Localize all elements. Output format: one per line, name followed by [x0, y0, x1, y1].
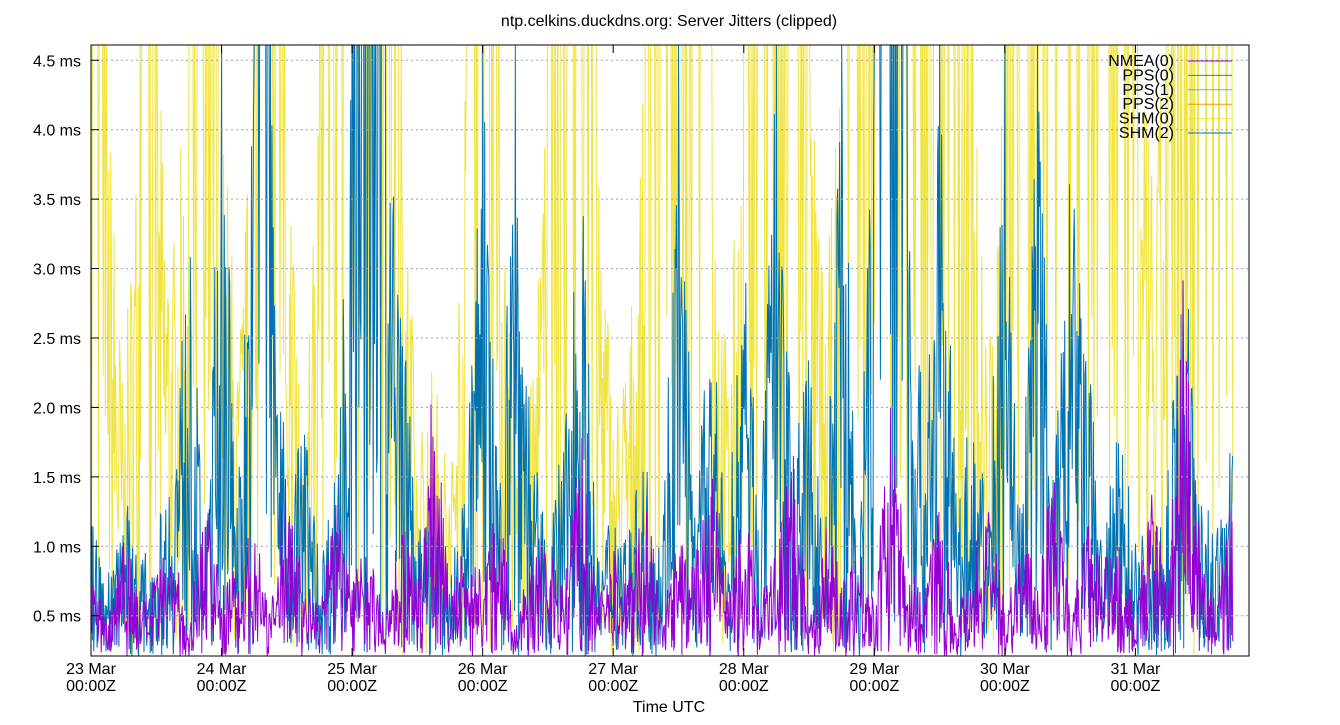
- x-tick-label: 31 Mar: [1111, 661, 1161, 678]
- y-tick-label: 1.0 ms: [33, 539, 81, 556]
- x-tick-label: 27 Mar: [588, 661, 638, 678]
- series-line-shm2: [90, 44, 1234, 657]
- legend-label: NMEA(0): [1108, 53, 1174, 70]
- y-tick-label: 4.0 ms: [33, 123, 81, 140]
- legend: NMEA(0)PPS(0)PPS(1)PPS(2)SHM(0)SHM(2): [1108, 53, 1232, 142]
- x-tick-label: 00:00Z: [980, 678, 1030, 695]
- chart-title: ntp.celkins.duckdns.org: Server Jitters …: [501, 13, 837, 30]
- y-tick-label: 0.5 ms: [33, 609, 81, 626]
- x-tick-label: 00:00Z: [197, 678, 247, 695]
- x-tick-label: 30 Mar: [980, 661, 1030, 678]
- series-line-shm0: [90, 44, 1234, 656]
- x-tick-label: 29 Mar: [849, 661, 899, 678]
- x-tick-label: 00:00Z: [1111, 678, 1161, 695]
- x-tick-label: 00:00Z: [66, 678, 116, 695]
- x-tick-label: 25 Mar: [327, 661, 377, 678]
- x-tick-label: 00:00Z: [719, 678, 769, 695]
- plot-border: [90, 44, 1250, 657]
- x-tick-label: 26 Mar: [458, 661, 508, 678]
- x-tick-label: 00:00Z: [327, 678, 377, 695]
- y-tick-label: 4.5 ms: [33, 53, 81, 70]
- y-tick-label: 2.0 ms: [33, 400, 81, 417]
- series-line-nmea0: [90, 280, 1234, 657]
- legend-label: PPS(0): [1122, 67, 1174, 84]
- x-axis-label: Time UTC: [633, 699, 705, 716]
- x-tick-label: 00:00Z: [458, 678, 508, 695]
- y-tick-label: 3.5 ms: [33, 192, 81, 209]
- y-tick-label: 3.0 ms: [33, 262, 81, 279]
- y-tick-label: 2.5 ms: [33, 331, 81, 348]
- x-tick-label: 24 Mar: [197, 661, 247, 678]
- x-tick-label: 00:00Z: [588, 678, 638, 695]
- legend-label: PPS(1): [1122, 82, 1174, 99]
- y-tick-label: 1.5 ms: [33, 470, 81, 487]
- plot-area: [90, 44, 1234, 657]
- legend-label: SHM(0): [1119, 111, 1174, 128]
- legend-label: PPS(2): [1122, 96, 1174, 113]
- legend-label: SHM(2): [1119, 125, 1174, 142]
- y-axis: 0.5 ms 1.0 ms 1.5 ms 2.0 ms 2.5 ms 3.0 ms 3.5 …: [33, 53, 99, 626]
- x-tick-label: 00:00Z: [849, 678, 899, 695]
- grid: [91, 59, 1249, 617]
- x-tick-label: 28 Mar: [719, 661, 769, 678]
- x-tick-label: 23 Mar: [66, 661, 116, 678]
